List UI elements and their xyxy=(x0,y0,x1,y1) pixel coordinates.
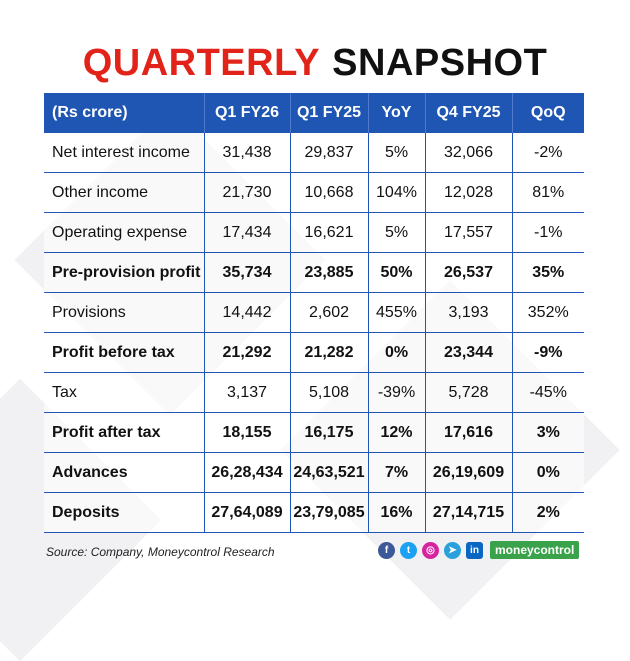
table-cell: 5% xyxy=(368,133,426,173)
table-cell: 17,434 xyxy=(204,212,291,253)
table-cell: 26,537 xyxy=(425,252,513,293)
table-cell: 17,616 xyxy=(425,412,513,453)
table-cell: 18,155 xyxy=(204,412,291,453)
table-cell: -2% xyxy=(512,133,584,173)
table-cell: 0% xyxy=(368,332,426,373)
table-cell: 81% xyxy=(512,172,584,213)
table-cell: 21,292 xyxy=(204,332,291,373)
table-cell: 7% xyxy=(368,452,426,493)
table-cell: 16,175 xyxy=(290,412,369,453)
snapshot-table: (Rs crore) Q1 FY26 Q1 FY25 YoY Q4 FY25 Q… xyxy=(44,93,584,533)
table-cell: 17,557 xyxy=(425,212,513,253)
table-header-row: (Rs crore) Q1 FY26 Q1 FY25 YoY Q4 FY25 Q… xyxy=(44,93,584,133)
table-cell: 5,728 xyxy=(425,372,513,413)
table-row: Operating expense 17,434 16,621 5% 17,557 -1% xyxy=(44,212,584,253)
table-cell: 14,442 xyxy=(204,292,291,333)
row-label: Net interest income xyxy=(44,133,205,173)
table-cell: 352% xyxy=(512,292,584,333)
table-cell: 2% xyxy=(512,492,584,533)
table-cell: 35,734 xyxy=(204,252,291,293)
table-row: Deposits 27,64,089 23,79,085 16% 27,14,715 2% xyxy=(44,492,584,533)
table-cell: 12% xyxy=(368,412,426,453)
table-cell: 50% xyxy=(368,252,426,293)
table-cell: 31,438 xyxy=(204,133,291,173)
moneycontrol-logo: moneycontrol xyxy=(490,541,580,559)
row-label: Other income xyxy=(44,172,205,213)
table-row: Profit before tax 21,292 21,282 0% 23,344 -9% xyxy=(44,332,584,373)
table-cell: 16,621 xyxy=(290,212,369,253)
table-cell: 2,602 xyxy=(290,292,369,333)
column-header-unit: (Rs crore) xyxy=(44,93,205,133)
table-row: Provisions 14,442 2,602 455% 3,193 352% xyxy=(44,292,584,333)
table-row: Tax 3,137 5,108 -39% 5,728 -45% xyxy=(44,372,584,413)
table-cell: 27,14,715 xyxy=(425,492,513,533)
column-header-q4-fy25: Q4 FY25 xyxy=(425,93,513,133)
table-cell: 27,64,089 xyxy=(204,492,291,533)
title-main: SNAPSHOT xyxy=(332,42,548,84)
telegram-icon[interactable]: ➤ xyxy=(444,541,461,559)
instagram-icon[interactable]: ◎ xyxy=(422,541,439,559)
table-body: Net interest income 31,438 29,837 5% 32,066-… xyxy=(44,133,584,533)
table-row: Net interest income 31,438 29,837 5% 32,066-… xyxy=(44,133,584,173)
table-cell: 16% xyxy=(368,492,426,533)
row-label: Advances xyxy=(44,452,205,493)
table-cell: 3,137 xyxy=(204,372,291,413)
column-header-yoy: YoY xyxy=(368,93,426,133)
table-cell: 12,028 xyxy=(425,172,513,213)
table-cell: 104% xyxy=(368,172,426,213)
table-cell: 455% xyxy=(368,292,426,333)
table-cell: -39% xyxy=(368,372,426,413)
row-label: Pre-provision profit xyxy=(44,252,205,293)
table-cell: -1% xyxy=(512,212,584,253)
table-cell: 5% xyxy=(368,212,426,253)
row-label: Deposits xyxy=(44,492,205,533)
row-label: Tax xyxy=(44,372,205,413)
table-row: Other income 21,730 10,668 104% 12,028 81% xyxy=(44,172,584,213)
table-cell: 35% xyxy=(512,252,584,293)
table-cell: 21,730 xyxy=(204,172,291,213)
table-cell: 26,28,434 xyxy=(204,452,291,493)
twitter-icon[interactable]: t xyxy=(400,541,417,559)
column-header-q1-fy26: Q1 FY26 xyxy=(204,93,291,133)
column-header-q1-fy25: Q1 FY25 xyxy=(290,93,369,133)
table-cell: 10,668 xyxy=(290,172,369,213)
table-cell: 5,108 xyxy=(290,372,369,413)
table-cell: -9% xyxy=(512,332,584,373)
row-label: Operating expense xyxy=(44,212,205,253)
page-title: QUARTERLY SNAPSHOT xyxy=(0,42,630,85)
table-cell: 23,885 xyxy=(290,252,369,293)
table-cell: 21,282 xyxy=(290,332,369,373)
column-header-qoq: QoQ xyxy=(512,93,584,133)
table-cell: 23,344 xyxy=(425,332,513,373)
table-cell: 26,19,609 xyxy=(425,452,513,493)
table-cell: 24,63,521 xyxy=(290,452,369,493)
linkedin-icon[interactable]: in xyxy=(466,541,483,559)
row-label: Provisions xyxy=(44,292,205,333)
source-note: Source: Company, Moneycontrol Research xyxy=(46,545,275,559)
title-highlight: QUARTERLY xyxy=(82,42,321,84)
table-row: Advances 26,28,434 24,63,521 7% 26,19,609 0% xyxy=(44,452,584,493)
table-row: Pre-provision profit 35,734 23,885 50% 26,53… xyxy=(44,252,584,293)
table-cell: 0% xyxy=(512,452,584,493)
table-cell: 23,79,085 xyxy=(290,492,369,533)
row-label: Profit before tax xyxy=(44,332,205,373)
table-cell: 3% xyxy=(512,412,584,453)
facebook-icon[interactable]: f xyxy=(378,541,395,559)
social-bar: f t ◎ ➤ in moneycontrol xyxy=(378,541,580,559)
row-label: Profit after tax xyxy=(44,412,205,453)
table-cell: 29,837 xyxy=(290,133,369,173)
table-cell: 32,066 xyxy=(425,133,513,173)
table-row: Profit after tax 18,155 16,175 12% 17,616 3% xyxy=(44,412,584,453)
table-cell: 3,193 xyxy=(425,292,513,333)
table-cell: -45% xyxy=(512,372,584,413)
